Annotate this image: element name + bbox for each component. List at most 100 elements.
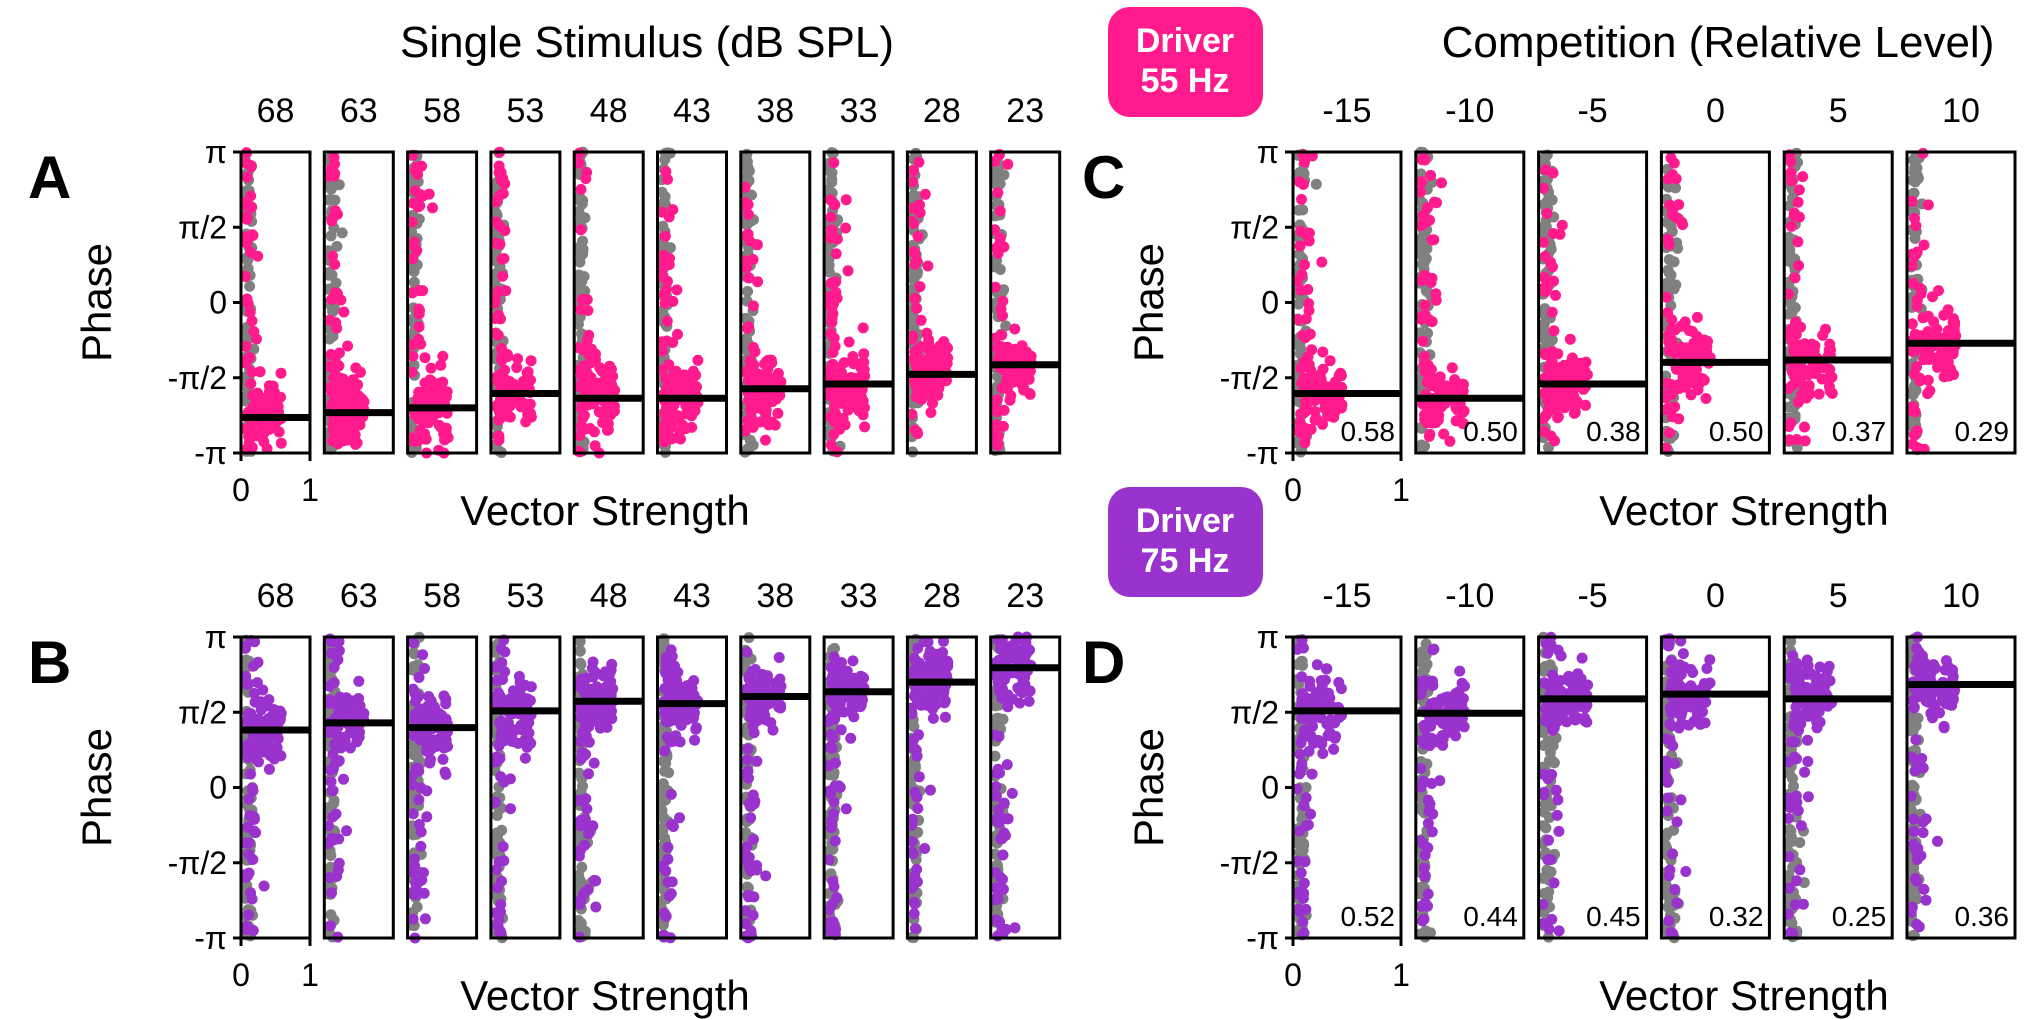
data-point	[990, 790, 1002, 802]
data-point	[413, 285, 425, 296]
data-point	[337, 435, 349, 447]
data-point	[524, 695, 536, 706]
ytick-label: -π	[194, 920, 227, 956]
data-point	[328, 677, 340, 689]
xtick-label: 0	[1284, 957, 1302, 993]
data-point	[763, 357, 775, 369]
data-point	[1789, 373, 1801, 384]
data-point	[1316, 256, 1328, 268]
data-point	[415, 840, 427, 852]
data-point	[741, 422, 753, 434]
data-point	[421, 785, 433, 797]
gray-point	[1909, 176, 1921, 188]
data-point	[1679, 381, 1691, 393]
data-point	[925, 407, 937, 418]
vector-strength-label: 0.29	[1955, 416, 2010, 447]
subplot-a-1: 63	[322, 92, 395, 455]
data-point	[1786, 175, 1798, 187]
gray-point	[1310, 178, 1322, 190]
data-point	[425, 362, 437, 374]
data-point	[1786, 220, 1797, 232]
data-point	[670, 730, 682, 742]
data-point	[825, 439, 837, 451]
data-point	[242, 353, 254, 365]
data-point	[827, 732, 839, 744]
vector-strength-label: 0.38	[1586, 416, 1641, 447]
data-point	[327, 250, 339, 262]
data-point	[921, 355, 933, 367]
data-point	[491, 674, 503, 686]
data-point	[912, 803, 924, 814]
data-point	[1423, 314, 1435, 326]
data-point	[1574, 358, 1585, 370]
subplot-c-0: -150.58	[1291, 92, 1403, 458]
data-point	[857, 694, 868, 706]
data-point	[908, 165, 919, 177]
data-point	[1784, 434, 1796, 446]
data-point	[752, 276, 764, 288]
vector-strength-label: 0.50	[1463, 416, 1518, 447]
data-point	[763, 419, 775, 431]
data-point	[601, 721, 613, 733]
subplot-b-6: 38	[739, 577, 812, 944]
data-point	[1446, 384, 1457, 396]
gray-point	[1670, 279, 1682, 291]
data-point	[1945, 363, 1957, 375]
ytick-label: -π	[194, 435, 227, 471]
data-point	[912, 230, 924, 242]
data-point	[257, 684, 269, 696]
subplot-frame	[572, 150, 645, 455]
data-point	[829, 400, 840, 412]
data-point	[241, 293, 253, 305]
data-point	[1297, 329, 1309, 341]
data-point	[828, 808, 839, 820]
gray-point	[244, 280, 256, 292]
gray-point	[323, 194, 335, 206]
data-point	[774, 673, 786, 685]
subplot-c-1: -100.50	[1414, 92, 1526, 455]
data-point	[596, 365, 608, 377]
data-point	[574, 898, 586, 910]
data-point	[908, 246, 920, 258]
data-point	[1424, 428, 1436, 440]
ylabel: Phase	[73, 728, 120, 847]
gray-point	[659, 198, 671, 209]
data-point	[1014, 697, 1026, 709]
data-point	[263, 380, 275, 392]
xtick-label: 0	[1284, 472, 1302, 508]
data-point	[241, 923, 253, 935]
data-point	[595, 710, 607, 722]
subplot-a-3: 53	[489, 92, 562, 458]
data-point	[334, 372, 346, 384]
data-point	[907, 354, 919, 366]
data-point	[504, 773, 516, 785]
data-point	[908, 652, 920, 664]
data-point	[335, 742, 347, 754]
data-point	[908, 896, 920, 908]
data-point	[994, 205, 1006, 217]
data-point	[524, 399, 536, 411]
data-point	[419, 913, 431, 925]
subplot-frame	[239, 150, 312, 455]
data-point	[250, 752, 262, 764]
data-point	[760, 434, 771, 446]
data-point	[525, 737, 537, 749]
column-label: 23	[1006, 577, 1044, 615]
data-point	[1556, 219, 1568, 231]
data-point	[915, 314, 927, 326]
data-point	[748, 798, 760, 810]
data-point	[1942, 304, 1954, 316]
data-point	[497, 841, 509, 853]
driver-75hz-badge: Driver 75 Hz	[1108, 487, 1263, 597]
gray-point	[1668, 256, 1680, 268]
data-point	[938, 354, 950, 366]
data-point	[1023, 695, 1035, 707]
subplot-a-6: 38	[739, 92, 812, 458]
data-point	[244, 306, 256, 318]
data-point	[424, 374, 436, 386]
column-label: 23	[1006, 92, 1044, 130]
data-point	[1454, 401, 1466, 413]
ylabel: Phase	[1125, 243, 1172, 362]
data-point	[581, 294, 593, 306]
data-point	[504, 400, 516, 412]
